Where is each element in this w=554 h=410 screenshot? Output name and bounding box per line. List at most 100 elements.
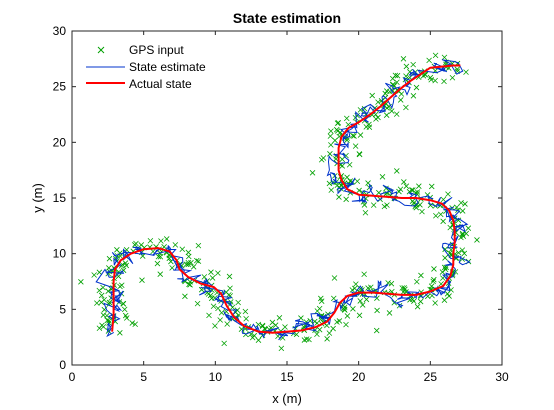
gps-marker <box>409 296 416 303</box>
gps-marker <box>353 281 359 287</box>
gps-marker <box>242 331 249 338</box>
gps-marker <box>431 276 437 283</box>
gps-marker <box>445 191 451 197</box>
gps-marker <box>114 247 120 253</box>
gps-marker <box>374 295 380 301</box>
gps-marker <box>365 285 371 291</box>
gps-marker <box>414 303 421 310</box>
gps-marker <box>201 274 208 280</box>
gps-marker <box>96 325 103 332</box>
gps-marker <box>123 247 130 253</box>
gps-marker <box>374 307 380 314</box>
gps-marker <box>458 199 464 206</box>
gps-marker <box>327 133 334 139</box>
gps-marker <box>115 269 122 275</box>
gps-marker <box>402 286 408 293</box>
gps-marker <box>224 321 230 327</box>
gps-marker <box>185 259 192 266</box>
gps-marker <box>207 292 214 299</box>
gps-marker <box>379 174 386 180</box>
gps-marker <box>316 326 323 333</box>
legend-label-actual-state: Actual state <box>129 77 192 91</box>
gps-marker <box>359 302 366 308</box>
gps-marker <box>369 92 376 99</box>
gps-marker <box>459 208 466 214</box>
gps-marker <box>351 133 357 139</box>
gps-marker <box>388 280 395 287</box>
gps-marker <box>388 108 395 114</box>
gps-marker <box>343 196 349 203</box>
gps-marker <box>344 313 351 319</box>
gps-marker <box>439 269 446 275</box>
gps-marker <box>440 196 447 203</box>
gps-marker <box>147 237 154 244</box>
gps-marker <box>303 336 310 342</box>
y-tick-label: 25 <box>53 80 67 94</box>
gps-marker <box>363 296 370 303</box>
y-tick-label: 20 <box>53 135 67 149</box>
gps-marker <box>341 306 348 313</box>
gps-marker <box>121 306 128 313</box>
gps-marker <box>100 284 106 291</box>
gps-marker <box>397 97 404 103</box>
gps-marker <box>370 202 377 208</box>
gps-marker <box>209 275 216 281</box>
gps-marker <box>324 322 330 329</box>
gps-marker <box>373 116 379 122</box>
gps-marker <box>318 156 325 163</box>
gps-marker <box>249 334 256 341</box>
gps-marker <box>418 272 424 279</box>
gps-marker <box>432 300 438 306</box>
gps-marker <box>419 208 425 215</box>
gps-marker <box>400 56 407 62</box>
x-tick-label: 0 <box>69 370 76 384</box>
gps-marker <box>459 247 466 253</box>
gps-marker <box>166 255 173 262</box>
gps-marker <box>129 320 136 326</box>
gps-marker <box>182 293 188 300</box>
gps-marker <box>227 285 233 292</box>
gps-marker <box>133 240 139 247</box>
gps-marker <box>463 69 469 75</box>
gps-marker <box>442 246 448 253</box>
plot-frame <box>71 30 503 366</box>
gps-marker <box>401 179 407 185</box>
gps-marker <box>104 317 111 324</box>
gps-marker <box>106 299 113 306</box>
gps-marker <box>357 298 364 304</box>
gps-marker <box>428 283 435 289</box>
gps-marker <box>157 271 164 277</box>
gps-marker <box>403 104 409 111</box>
gps-marker <box>327 151 333 157</box>
y-tick-label: 10 <box>53 247 67 261</box>
gps-marker <box>356 312 363 319</box>
gps-marker <box>459 230 466 237</box>
gps-marker <box>96 269 103 276</box>
gps-marker <box>117 330 123 336</box>
x-axis-label: x (m) <box>272 391 302 406</box>
gps-marker <box>208 295 215 302</box>
gps-marker <box>426 57 432 64</box>
gps-marker <box>278 345 285 352</box>
gps-marker <box>168 258 174 265</box>
gps-marker <box>349 287 356 293</box>
gps-marker <box>154 260 161 267</box>
y-tick-label: 15 <box>53 191 67 205</box>
gps-marker <box>357 132 364 138</box>
y-tick-label: 30 <box>53 24 67 38</box>
gps-marker <box>403 183 410 189</box>
gps-marker <box>243 315 249 322</box>
gps-marker <box>94 300 100 306</box>
gps-marker <box>375 99 381 105</box>
gps-marker <box>354 178 361 185</box>
gps-marker <box>328 128 334 134</box>
legend-label-gps-input: GPS input <box>129 43 184 57</box>
gps-marker <box>350 306 356 312</box>
gps-marker <box>356 151 363 158</box>
gps-marker <box>212 323 218 329</box>
gps-marker <box>430 278 436 285</box>
gps-marker <box>427 202 434 209</box>
gps-marker <box>446 293 452 299</box>
gps-marker <box>442 266 449 273</box>
x-tick-label: 25 <box>424 370 438 384</box>
